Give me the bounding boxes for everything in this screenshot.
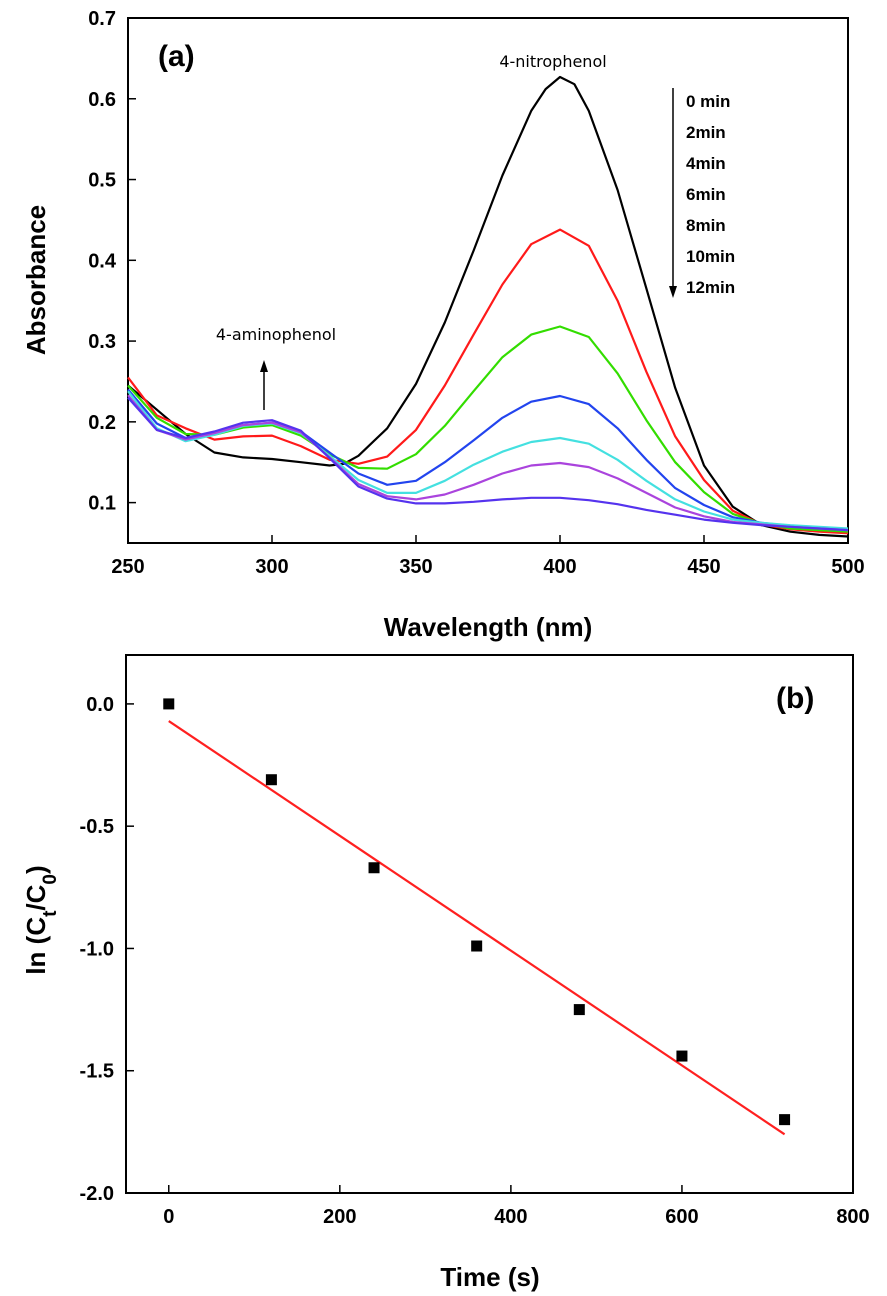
panel-a-label: (a) [158, 40, 195, 73]
panel-a-y-tick-label: 0.1 [88, 493, 116, 515]
panel-b-x-tick-label: 0 [163, 1206, 174, 1228]
annotation-4-aminophenol: 4-aminophenol [216, 325, 336, 344]
legend-entry-8min: 8min [686, 216, 726, 235]
panel-b-fit-line-group [168, 720, 786, 1136]
panel-a-x-tick-label: 250 [111, 556, 144, 578]
panel-b-kinetics-chart: 0 200 400 600 800 0.0 -0.5 -1.0 -1.5 -2.0 (b) Ti… [21, 654, 870, 1292]
panel-b-points-group [163, 698, 791, 1126]
data-point-marker [368, 862, 380, 874]
panel-a-y-ticks: 0.1 0.2 0.3 0.4 0.5 0.6 0.7 [88, 8, 136, 515]
series-line-10min [127, 394, 849, 532]
panel-a-y-tick-label: 0.7 [88, 8, 116, 30]
panel-b-y-tick-label: -0.5 [80, 816, 114, 838]
annotation-4-nitrophenol: 4-nitrophenol [499, 52, 606, 71]
panel-a-absorbance-chart: 250 300 350 400 450 500 0.1 0.2 0.3 0.4 0.5 0.6 0.7… [21, 8, 865, 642]
panel-b-y-tick-label: -2.0 [80, 1183, 114, 1205]
aminophenol-up-arrow-icon [260, 360, 268, 410]
data-point-marker [573, 1004, 585, 1016]
panel-b-y-ticks: 0.0 -0.5 -1.0 -1.5 -2.0 [80, 694, 134, 1205]
legend-entry-0min: 0 min [686, 92, 730, 111]
legend-entry-2min: 2min [686, 123, 726, 142]
panel-a-y-tick-label: 0.4 [88, 250, 117, 272]
panel-a-series-group [127, 75, 849, 538]
series-line-4min [127, 325, 849, 533]
panel-a-x-tick-label: 450 [687, 556, 720, 578]
panel-a-y-tick-label: 0.5 [88, 170, 116, 192]
panel-b-x-tick-label: 600 [665, 1206, 698, 1228]
data-point-marker [779, 1114, 791, 1126]
panel-b-y-axis-title: ln (Ct/C0) [21, 865, 61, 974]
legend-entry-10min: 10min [686, 247, 735, 266]
panel-b-x-axis-title: Time (s) [440, 1262, 539, 1292]
panel-b-y-tick-label: 0.0 [86, 694, 114, 716]
panel-a-y-tick-label: 0.2 [88, 412, 116, 434]
series-line-12min [127, 396, 849, 532]
panel-a-x-axis-title: Wavelength (nm) [384, 612, 592, 642]
series-line-8min [127, 390, 849, 530]
panel-b-y-tick-label: -1.5 [80, 1061, 114, 1083]
panel-a-plot-frame [127, 17, 849, 544]
panel-b-x-ticks: 0 200 400 600 800 [163, 1185, 870, 1228]
panel-a-y-tick-label: 0.3 [88, 331, 116, 353]
data-point-marker [471, 940, 483, 952]
data-point-marker [676, 1050, 688, 1062]
panel-a-y-axis-title: Absorbance [21, 205, 51, 355]
panel-a-y-tick-label: 0.6 [88, 89, 116, 111]
panel-a-x-tick-label: 400 [543, 556, 576, 578]
panel-a-x-ticks: 250 300 350 400 450 500 [111, 535, 865, 578]
panel-b-label: (b) [776, 682, 814, 715]
panel-b-x-tick-label: 800 [836, 1206, 869, 1228]
legend-entry-12min: 12min [686, 278, 735, 297]
panel-a-x-tick-label: 500 [831, 556, 864, 578]
panel-b-x-tick-label: 200 [323, 1206, 356, 1228]
panel-b-x-tick-label: 400 [494, 1206, 527, 1228]
panel-a-time-legend: 0 min 2min 4min 6min 8min 10min 12min [686, 92, 735, 297]
time-down-arrow-icon [669, 88, 677, 298]
legend-entry-4min: 4min [686, 154, 726, 173]
series-line-0min [127, 75, 849, 538]
panel-b-y-tick-label: -1.0 [80, 938, 114, 960]
data-point-marker [163, 698, 175, 710]
series-line-2min [127, 228, 849, 535]
legend-entry-6min: 6min [686, 185, 726, 204]
panel-b-plot-frame [125, 654, 854, 1194]
panel-a-x-tick-label: 350 [399, 556, 432, 578]
linear-fit-line [168, 720, 786, 1136]
data-point-marker [265, 774, 277, 786]
panel-a-x-tick-label: 300 [255, 556, 288, 578]
